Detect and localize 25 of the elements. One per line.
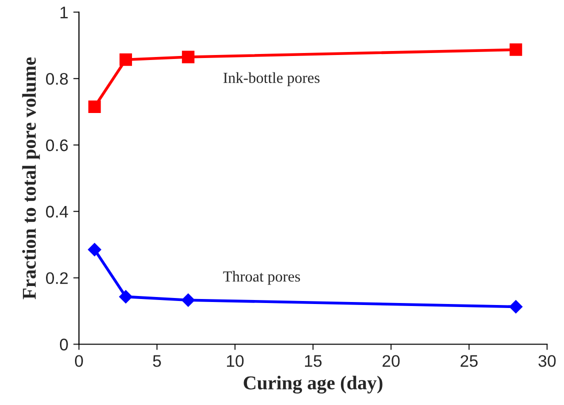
point: [182, 50, 194, 64]
x-tick-label: 20: [382, 355, 400, 367]
point: [119, 290, 132, 304]
y-tick-label: 0: [60, 338, 68, 350]
x-tick-label: 10: [227, 355, 244, 367]
point: [88, 243, 102, 256]
y-tick-label: 0.6: [46, 139, 68, 152]
series-label: Throat pores: [223, 270, 300, 285]
point: [182, 293, 195, 307]
y-tick-label: 1: [60, 6, 68, 18]
point: [88, 100, 101, 114]
x-axis-title: Curing age (day): [244, 376, 382, 394]
series-label: Ink-bottle pores: [223, 72, 320, 86]
point: [509, 300, 522, 314]
point: [120, 53, 132, 66]
y-tick-label: 0.4: [46, 206, 68, 218]
x-tick-label: 25: [460, 355, 478, 367]
y-tick-label: 0.8: [46, 72, 68, 85]
x-tick-label: 30: [538, 355, 556, 367]
x-tick-label: 0: [74, 355, 83, 367]
x-tick-label: 15: [305, 355, 322, 367]
x-tick-label: 5: [153, 355, 161, 367]
y-axis-title: Fraction to total pore volume: [22, 57, 40, 300]
point: [510, 43, 522, 56]
y-tick-label: 0.2: [46, 272, 68, 284]
